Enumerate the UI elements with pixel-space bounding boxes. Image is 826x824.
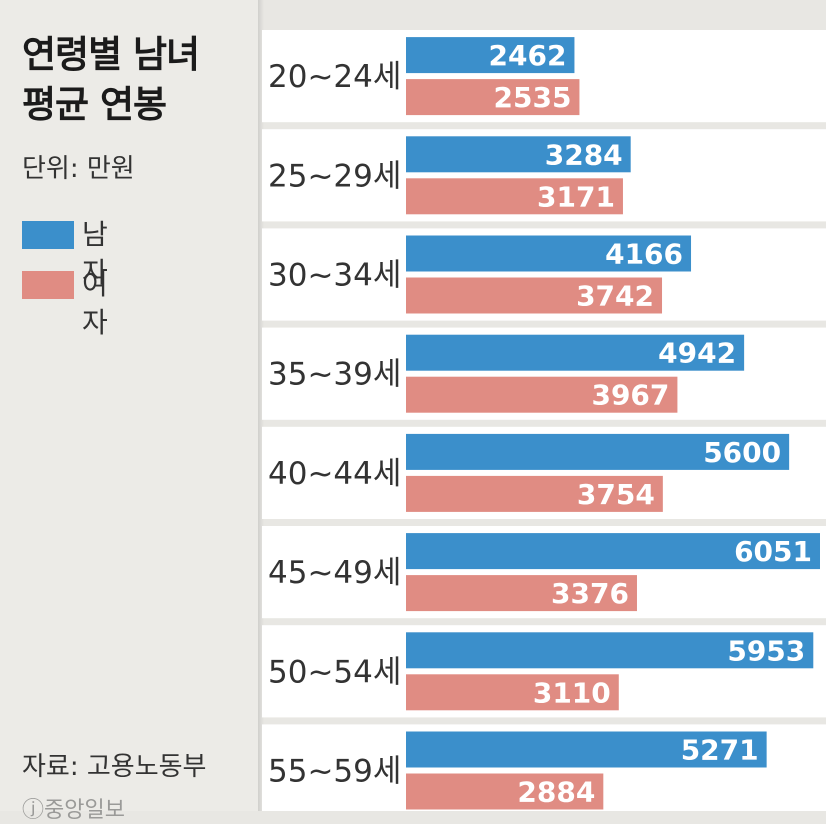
data-label-male: 2462 (489, 39, 567, 72)
data-label-female: 3376 (551, 577, 629, 610)
data-label-male: 3284 (545, 138, 623, 171)
legend-label-male: 남자 (82, 218, 108, 289)
category-label: 40~44세 (268, 456, 401, 492)
bar-female (406, 674, 619, 711)
bar-male (406, 136, 631, 173)
data-label-female: 3754 (577, 478, 655, 511)
category-label: 50~54세 (268, 654, 401, 690)
category-label: 25~29세 (268, 158, 401, 194)
bar-female (406, 773, 604, 810)
bar-female (406, 79, 580, 116)
bar-male (406, 731, 767, 768)
bar-female (406, 178, 623, 215)
category-label: 55~59세 (268, 754, 401, 790)
data-label-female: 3967 (591, 379, 669, 412)
data-label-female: 2535 (494, 81, 572, 114)
bar-male (406, 37, 575, 74)
bar-male (406, 632, 814, 669)
legend-swatch-male (22, 221, 74, 249)
bar-female (406, 376, 678, 413)
data-label-female: 2884 (517, 776, 595, 809)
category-label: 45~49세 (268, 555, 401, 591)
data-label-male: 4166 (605, 238, 683, 271)
legend-swatch-female (22, 271, 74, 299)
data-label-female: 3171 (537, 180, 615, 213)
panel-divider-shadow (258, 0, 264, 811)
chart-title: 연령별 남녀 평균 연봉 (22, 30, 252, 130)
bar-female (406, 475, 663, 512)
bar-male (406, 533, 820, 570)
title-line-1: 연령별 남녀 (22, 33, 200, 76)
bar-female (406, 277, 663, 314)
category-label: 20~24세 (268, 59, 401, 95)
sidebar-panel: 연령별 남녀 평균 연봉 단위: 만원 남자 여자 자료: 고용노동부 ⓙ중앙일… (0, 0, 258, 823)
unit-label: 단위: 만원 (22, 154, 135, 184)
bar-male (406, 235, 692, 272)
bar-male (406, 433, 790, 470)
source-note: 자료: 고용노동부 (22, 752, 207, 782)
data-label-male: 5271 (681, 734, 759, 767)
title-line-2: 평균 연봉 (22, 83, 167, 126)
legend-label-female: 여자 (82, 268, 108, 339)
category-label: 30~34세 (268, 258, 401, 294)
data-label-male: 5600 (703, 436, 781, 469)
bar-female (406, 575, 637, 612)
category-label: 35~39세 (268, 357, 401, 393)
bar-male (406, 334, 745, 371)
data-label-male: 4942 (658, 337, 736, 370)
data-label-male: 6051 (734, 535, 812, 568)
data-label-female: 3110 (533, 676, 611, 709)
data-label-male: 5953 (727, 634, 805, 667)
data-label-female: 3742 (576, 280, 654, 313)
